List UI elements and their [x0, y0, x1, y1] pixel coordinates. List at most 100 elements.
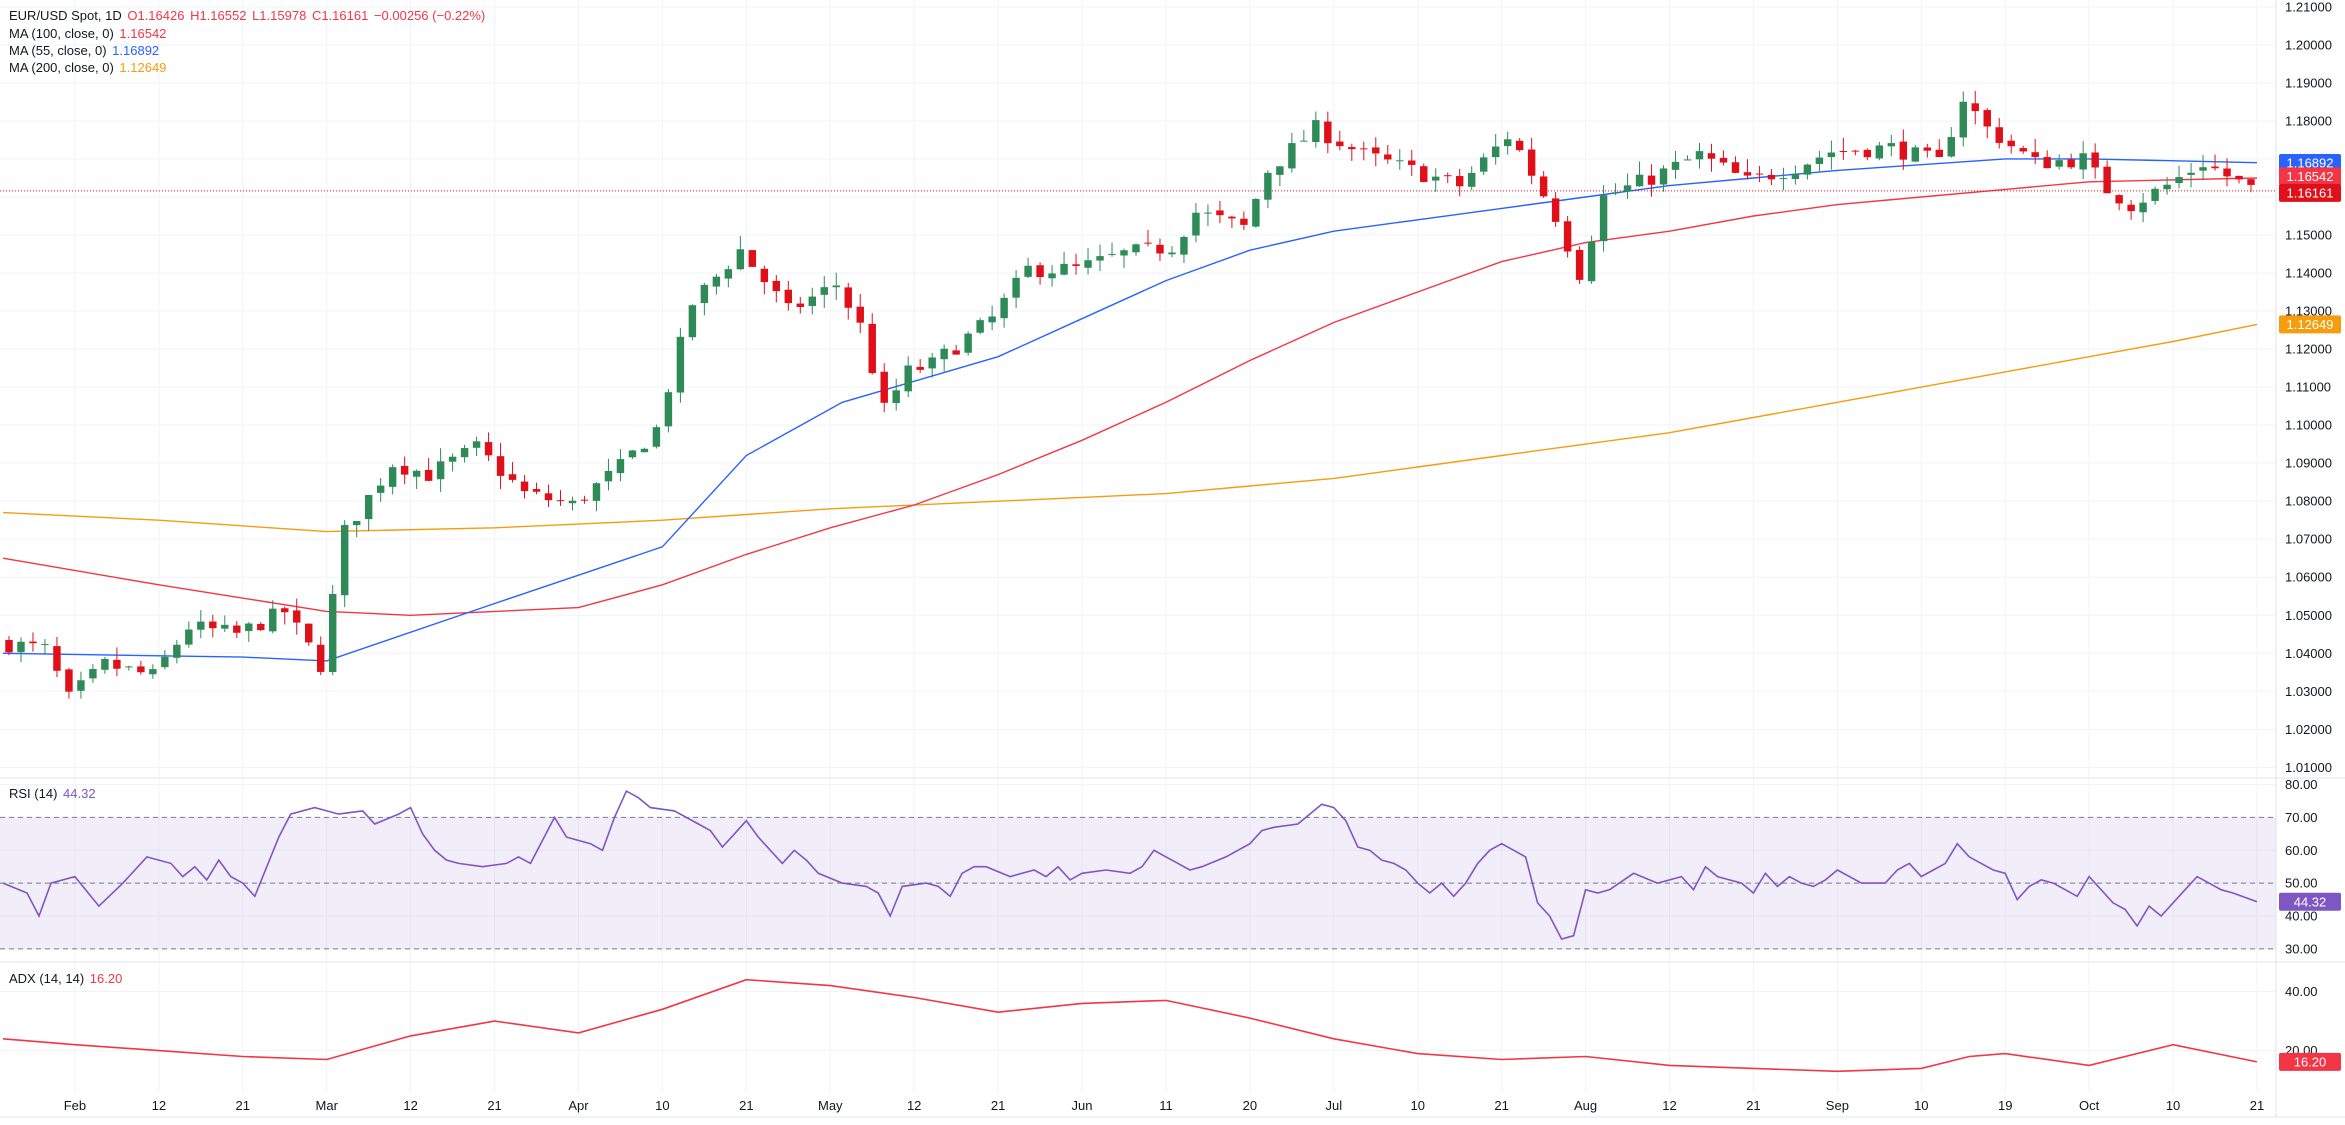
candle-body	[1216, 210, 1224, 216]
candle-body	[1156, 244, 1164, 254]
date-tick-label: 10	[1411, 1098, 1425, 1113]
candle	[964, 331, 972, 356]
candle-body	[1072, 264, 1080, 266]
candle-body	[1324, 121, 1332, 144]
rsi-legend[interactable]: RSI (14) 44.32	[9, 786, 98, 801]
candle-body	[1599, 195, 1608, 242]
date-tick-label: 11	[1159, 1098, 1173, 1113]
candle	[460, 444, 469, 463]
candle	[2199, 154, 2207, 181]
candle-body	[1827, 152, 1836, 158]
candle	[952, 345, 960, 355]
candle	[904, 356, 912, 398]
candle-body	[2019, 148, 2027, 152]
candle	[101, 656, 109, 674]
candle	[880, 363, 888, 413]
high-value: H1.16552	[190, 8, 247, 23]
rsi-tick-label: 50.00	[2285, 876, 2318, 891]
candle-body	[1396, 160, 1404, 162]
candle-body	[1743, 172, 1752, 176]
candle	[1012, 270, 1020, 309]
candle-body	[736, 249, 745, 270]
last-price-tag-bg	[2279, 183, 2341, 202]
candle	[1096, 244, 1104, 272]
candle	[5, 636, 13, 656]
candle	[736, 236, 745, 271]
candle-body	[340, 525, 349, 596]
candle	[616, 448, 625, 482]
candle	[1108, 242, 1116, 257]
candle	[1947, 127, 1955, 158]
price-tick-label: 1.02000	[2285, 722, 2332, 737]
candle	[113, 647, 121, 677]
candle	[2031, 138, 2039, 165]
candle	[161, 649, 169, 670]
price-tick-label: 1.01000	[2285, 760, 2332, 775]
date-tick-label: 20	[1243, 1098, 1257, 1113]
candle-body	[592, 483, 601, 501]
candle	[2223, 158, 2231, 187]
candle-body	[1815, 157, 1824, 164]
date-tick-label: 10	[655, 1098, 669, 1113]
candle-body	[293, 610, 301, 623]
candle	[592, 482, 601, 512]
candle	[448, 453, 457, 472]
candle-body	[2007, 140, 2015, 147]
candle-body	[1707, 153, 1716, 159]
adx-legend[interactable]: ADX (14, 14) 16.20	[9, 971, 124, 986]
candle	[2211, 154, 2219, 171]
candle-body	[317, 644, 325, 672]
close-value: C1.16161	[311, 8, 369, 23]
ma55-legend[interactable]: MA (55, close, 0) 1.16892	[9, 43, 161, 58]
date-tick-label: Sep	[1826, 1098, 1849, 1113]
candle-body	[916, 366, 924, 370]
candle	[1372, 137, 1380, 167]
candles[interactable]	[5, 90, 2255, 699]
candle	[173, 639, 181, 664]
candle-body	[2247, 179, 2255, 185]
candle-body	[1420, 166, 1428, 182]
date-tick-label: 21	[1494, 1098, 1508, 1113]
candle-body	[2211, 166, 2219, 169]
candle-body	[1084, 260, 1092, 268]
candle-body	[1192, 212, 1200, 236]
ma200-price-tag-bg	[2279, 315, 2341, 334]
ma200-legend[interactable]: MA (200, close, 0) 1.12649	[9, 60, 168, 75]
candle-body	[2223, 168, 2231, 177]
candle	[17, 637, 25, 663]
candle	[2055, 154, 2063, 170]
candle	[1779, 167, 1788, 191]
rsi-tick-label: 40.00	[2285, 909, 2318, 924]
candle	[1743, 159, 1752, 180]
candle-body	[113, 659, 121, 669]
candle-body	[364, 495, 373, 520]
candle-body	[1132, 244, 1140, 253]
candle-body	[1384, 154, 1392, 160]
ma200-label: MA (200, close, 0)	[9, 60, 114, 75]
date-tick-label: 21	[2250, 1098, 2264, 1113]
candle-body	[1288, 143, 1296, 169]
candle	[2163, 176, 2171, 195]
candle-body	[964, 333, 972, 353]
candle-body	[1899, 141, 1908, 160]
date-tick-label: May	[818, 1098, 843, 1113]
candle	[436, 448, 445, 492]
candle-body	[388, 467, 397, 487]
change-value: −0.00256 (−0.22%)	[373, 8, 486, 23]
candle	[2091, 143, 2099, 179]
symbol-label[interactable]: EUR/USD Spot, 1D	[9, 8, 122, 23]
candle-body	[2199, 167, 2207, 171]
ma100-legend[interactable]: MA (100, close, 0) 1.16542	[9, 26, 168, 41]
candle-body	[173, 644, 181, 658]
price-tick-label: 1.21000	[2285, 0, 2332, 14]
candle-body	[1779, 178, 1788, 180]
open-value: O1.16426	[127, 8, 185, 23]
candle-body	[1995, 127, 2003, 143]
candle	[2151, 186, 2159, 205]
candle	[940, 344, 948, 372]
candle	[2043, 150, 2051, 169]
rsi-label: RSI (14)	[9, 786, 58, 801]
rsi-value-tag-bg	[2279, 892, 2341, 911]
